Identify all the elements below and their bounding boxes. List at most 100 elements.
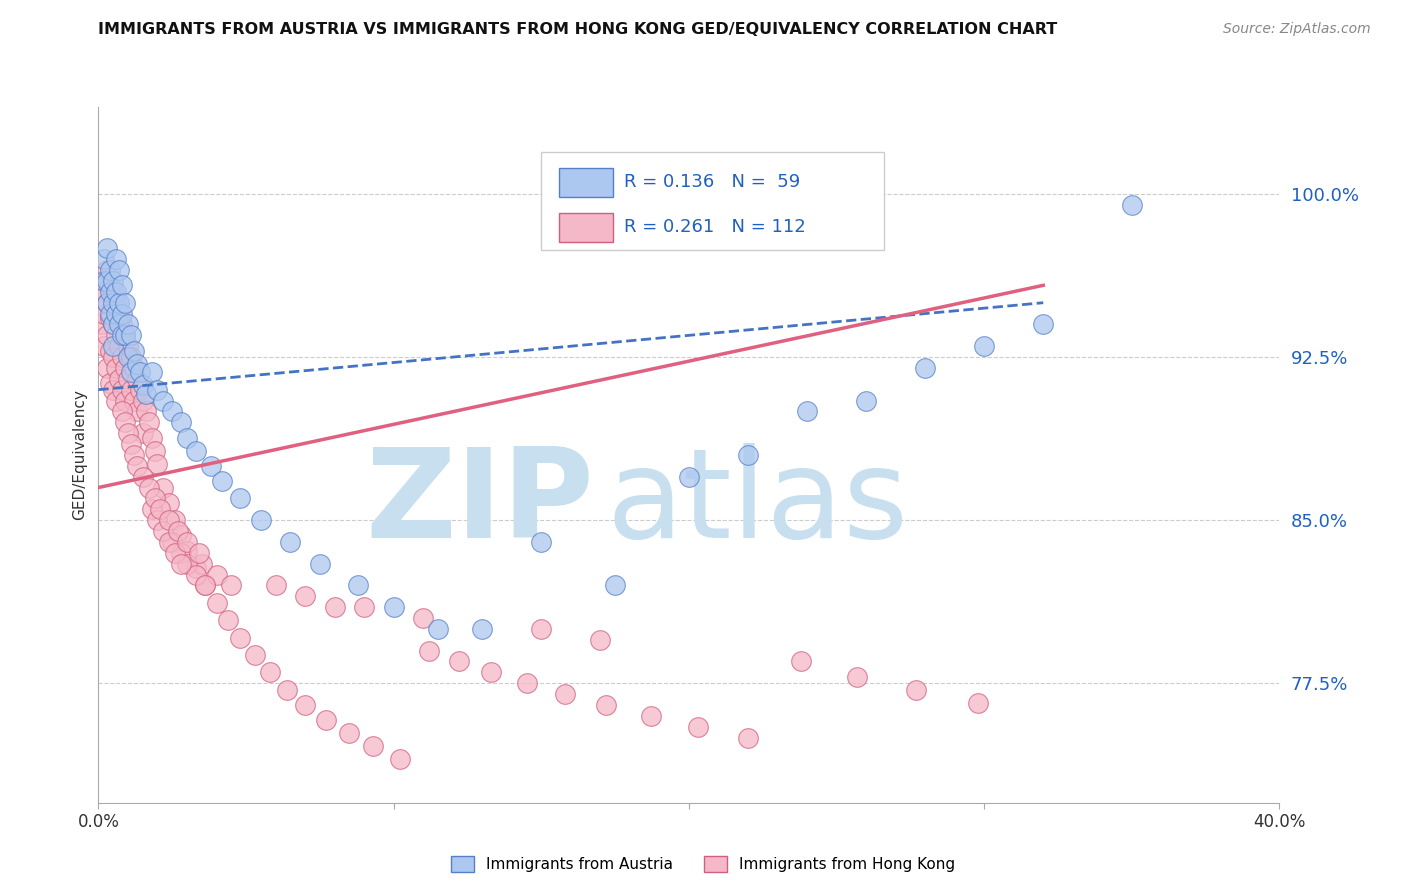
Point — [640, 708, 662, 723]
Point — [200, 458, 222, 473]
Legend: Immigrants from Austria, Immigrants from Hong Kong: Immigrants from Austria, Immigrants from… — [443, 848, 963, 880]
Point — [96, 328, 118, 343]
Point — [170, 415, 193, 429]
Point — [108, 307, 131, 321]
Point — [141, 502, 163, 516]
Point — [686, 720, 709, 734]
Point — [111, 383, 134, 397]
Point — [98, 278, 121, 293]
Point — [125, 404, 148, 418]
Point — [103, 350, 125, 364]
Point — [149, 502, 172, 516]
Point — [105, 328, 128, 343]
Point — [120, 328, 142, 343]
Point — [479, 665, 502, 680]
Point — [117, 318, 139, 332]
Point — [105, 295, 128, 310]
Point — [146, 457, 169, 471]
Point — [176, 430, 198, 444]
Point — [315, 713, 337, 727]
Point — [141, 430, 163, 444]
Point — [515, 676, 537, 690]
Point — [388, 752, 411, 766]
Point — [105, 252, 128, 267]
Point — [855, 393, 877, 408]
Point — [595, 698, 617, 712]
Point — [229, 491, 252, 506]
Point — [165, 513, 187, 527]
Point — [108, 295, 131, 310]
Point — [205, 596, 228, 610]
Point — [194, 578, 217, 592]
Point — [530, 534, 553, 549]
Point — [103, 318, 125, 332]
Point — [176, 534, 198, 549]
Point — [125, 372, 148, 386]
Point — [176, 557, 198, 571]
Point — [229, 631, 252, 645]
Text: atlas: atlas — [606, 443, 908, 564]
Point — [105, 393, 128, 408]
Point — [98, 310, 121, 325]
Point — [103, 295, 125, 310]
Point — [170, 557, 193, 571]
Point — [309, 557, 332, 571]
Point — [117, 339, 139, 353]
Point — [914, 360, 936, 375]
Point — [184, 443, 207, 458]
Point — [294, 698, 316, 712]
Point — [122, 448, 145, 462]
Point — [796, 404, 818, 418]
Point — [167, 524, 190, 538]
Point — [105, 360, 128, 375]
Point — [194, 578, 217, 592]
Point — [217, 613, 239, 627]
Point — [98, 376, 121, 391]
Point — [447, 655, 470, 669]
Point — [152, 481, 174, 495]
Point — [108, 372, 131, 386]
Point — [122, 343, 145, 358]
Point — [96, 360, 118, 375]
Point — [361, 739, 384, 754]
Point — [146, 383, 169, 397]
Point — [846, 670, 869, 684]
Text: R = 0.261   N = 112: R = 0.261 N = 112 — [624, 219, 806, 236]
Point — [143, 443, 166, 458]
Point — [170, 546, 193, 560]
Point — [176, 543, 198, 558]
Point — [353, 600, 375, 615]
Point — [96, 295, 118, 310]
Point — [219, 578, 242, 592]
Point — [103, 383, 125, 397]
Point — [132, 469, 155, 483]
Point — [98, 285, 121, 299]
Point — [427, 622, 450, 636]
Point — [554, 687, 576, 701]
Point — [1121, 198, 1143, 212]
Point — [259, 665, 281, 680]
Point — [211, 474, 233, 488]
Point — [103, 339, 125, 353]
Point — [191, 557, 214, 571]
Point — [111, 350, 134, 364]
Point — [111, 307, 134, 321]
Point — [170, 528, 193, 542]
Point — [98, 343, 121, 358]
Point — [93, 274, 115, 288]
FancyBboxPatch shape — [560, 213, 613, 242]
Point — [138, 481, 160, 495]
Point — [108, 263, 131, 277]
Point — [294, 589, 316, 603]
Point — [108, 318, 131, 332]
Point — [96, 295, 118, 310]
Point — [111, 404, 134, 418]
Point — [103, 285, 125, 299]
Point — [122, 393, 145, 408]
Point — [205, 567, 228, 582]
Point — [250, 513, 273, 527]
FancyBboxPatch shape — [541, 153, 884, 250]
Point — [117, 372, 139, 386]
Point — [135, 387, 157, 401]
Point — [125, 357, 148, 371]
